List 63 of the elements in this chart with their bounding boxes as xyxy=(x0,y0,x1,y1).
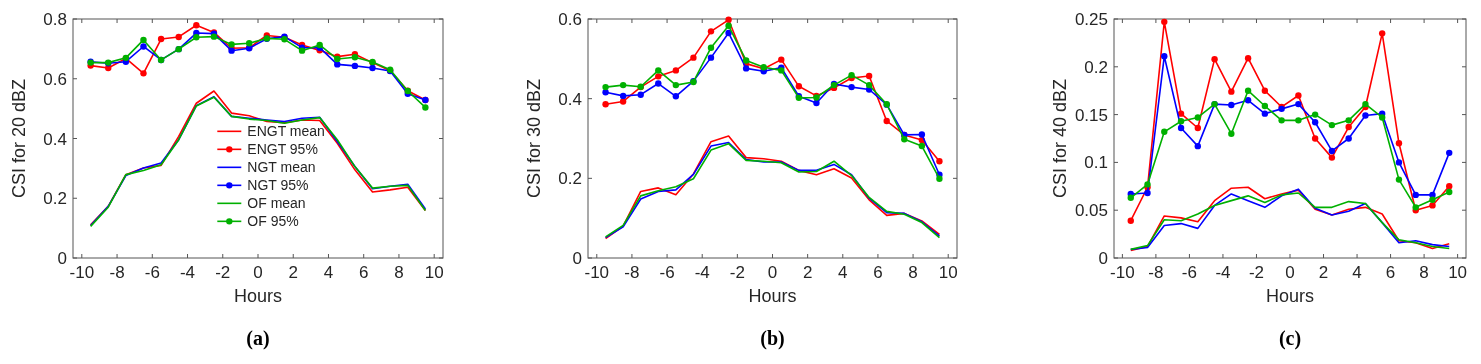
x-tick-label: 10 xyxy=(938,263,958,282)
y-tick-label: 0 xyxy=(572,249,582,268)
y-tick-label: 0.8 xyxy=(43,10,67,29)
legend-label: ENGT 95% xyxy=(247,141,318,158)
x-tick-label: -10 xyxy=(1110,263,1135,282)
x-tick-label: 6 xyxy=(873,263,883,282)
y-tick-label: 0.15 xyxy=(1074,105,1108,125)
text: (a) xyxy=(246,327,270,350)
x-axis-title: Hours xyxy=(1265,286,1315,306)
y-axis-title: CSI for 40 dBZ xyxy=(1050,78,1070,199)
x-tick-label: 0 xyxy=(253,263,263,282)
y-tick-label: 0.4 xyxy=(43,129,67,149)
legend-label: NGT mean xyxy=(247,159,316,176)
x-tick-label: -10 xyxy=(584,263,610,282)
x-tick-label: -6 xyxy=(1181,263,1197,282)
x-tick-label: -8 xyxy=(109,263,125,282)
y-tick-label: 0.05 xyxy=(1074,201,1108,221)
y-tick-label: 0.2 xyxy=(1084,57,1108,77)
x-axis-title: Hours xyxy=(233,286,283,306)
legend-label: ENGT mean xyxy=(247,123,325,140)
x-tick-label: -4 xyxy=(179,263,196,282)
text: (c) xyxy=(1278,327,1302,350)
x-tick-label: 0 xyxy=(1285,263,1295,282)
x-tick-label: 2 xyxy=(288,263,298,282)
x-tick-label: -2 xyxy=(729,263,745,282)
y-tick-label: 0.1 xyxy=(1084,153,1108,173)
x-tick-label: -6 xyxy=(144,263,160,282)
y-axis-title: CSI for 30 dBZ xyxy=(524,78,544,199)
x-tick-label: 0 xyxy=(767,263,778,282)
x-tick-label: 4 xyxy=(323,263,334,282)
legend-label: NGT 95% xyxy=(247,177,309,194)
x-tick-label: 6 xyxy=(358,263,369,282)
y-tick-label: 0 xyxy=(57,249,67,268)
x-tick-label: 2 xyxy=(802,263,813,282)
x-tick-label: 10 xyxy=(424,263,444,282)
y-axis-title: CSI for 20 dBZ xyxy=(9,78,29,199)
x-tick-label: 8 xyxy=(908,263,918,282)
x-tick-label: -2 xyxy=(215,263,231,282)
x-tick-label: 8 xyxy=(394,263,404,282)
text: (b) xyxy=(760,327,785,350)
y-tick-label: 0.6 xyxy=(43,69,67,89)
x-tick-label: -2 xyxy=(1248,263,1265,282)
y-tick-label: 0.6 xyxy=(558,10,582,29)
x-tick-label: -8 xyxy=(1148,263,1164,282)
y-tick-label: 0.2 xyxy=(558,169,582,189)
x-axis-title: Hours xyxy=(748,286,797,306)
x-tick-label: -4 xyxy=(694,263,710,282)
x-tick-label: 4 xyxy=(1352,263,1362,282)
x-tick-label: 6 xyxy=(1385,263,1396,282)
x-tick-label: 4 xyxy=(838,263,848,282)
y-tick-label: 0.4 xyxy=(558,89,582,109)
x-tick-label: -10 xyxy=(69,263,95,282)
y-tick-label: 0.25 xyxy=(1074,10,1108,29)
x-tick-label: 8 xyxy=(1419,263,1429,282)
x-tick-label: -4 xyxy=(1215,263,1231,282)
x-tick-label: 2 xyxy=(1318,263,1329,282)
x-tick-label: -6 xyxy=(659,263,675,282)
y-tick-label: 0 xyxy=(1098,249,1108,268)
legend-label: OF 95% xyxy=(247,213,299,230)
x-tick-label: 10 xyxy=(1448,263,1468,282)
legend-label: OF mean xyxy=(247,195,306,212)
y-tick-label: 0.2 xyxy=(43,189,67,209)
x-tick-label: -8 xyxy=(624,263,640,282)
